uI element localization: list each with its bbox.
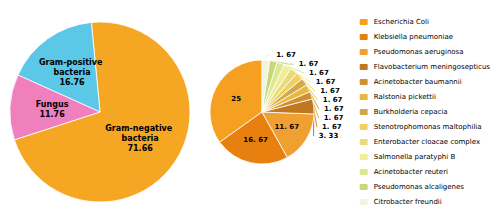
svg-text:Salmonella paratyphi B: Salmonella paratyphi B [374, 153, 456, 161]
svg-text:11. 67: 11. 67 [274, 123, 299, 131]
svg-text:1. 67: 1. 67 [299, 60, 319, 68]
svg-text:Pseudomonas aeruginosa: Pseudomonas aeruginosa [374, 48, 464, 56]
svg-text:Ralstonia pickettii: Ralstonia pickettii [374, 93, 436, 101]
svg-text:Klebsiella pneumoniae: Klebsiella pneumoniae [374, 33, 453, 41]
svg-text:1. 67: 1. 67 [324, 114, 344, 122]
svg-text:Pseudomonas alcaligenes: Pseudomonas alcaligenes [374, 183, 465, 191]
svg-text:Gram-positive: Gram-positive [39, 58, 105, 67]
svg-text:Citrobacter freundii: Citrobacter freundii [374, 198, 442, 206]
svg-text:bacteria: bacteria [122, 134, 159, 143]
svg-text:16. 67: 16. 67 [243, 136, 268, 144]
svg-text:1. 67: 1. 67 [324, 105, 344, 113]
svg-text:1. 67: 1. 67 [320, 87, 340, 95]
svg-text:16.76: 16.76 [59, 78, 85, 87]
svg-text:Burkholderia cepacia: Burkholderia cepacia [374, 108, 448, 116]
svg-text:Stenotrophomonas maltophilia: Stenotrophomonas maltophilia [374, 123, 482, 131]
svg-text:25: 25 [231, 95, 241, 103]
svg-text:1. 67: 1. 67 [276, 51, 296, 59]
svg-text:1. 67: 1. 67 [309, 69, 329, 77]
svg-text:Gram-negative: Gram-negative [105, 124, 175, 133]
svg-text:1. 67: 1. 67 [323, 96, 343, 104]
svg-text:Acinetobacter reuteri: Acinetobacter reuteri [374, 168, 448, 176]
svg-text:1. 67: 1. 67 [322, 123, 342, 131]
svg-text:Flavobacterium meningosepticus: Flavobacterium meningosepticus [374, 63, 491, 71]
svg-text:Enterobacter cloacae complex: Enterobacter cloacae complex [374, 138, 480, 146]
svg-text:71.66: 71.66 [127, 144, 153, 153]
svg-text:Fungus: Fungus [36, 100, 69, 109]
svg-text:3. 33: 3. 33 [319, 132, 339, 140]
svg-text:bacteria: bacteria [53, 68, 90, 77]
svg-text:Escherichia Coli: Escherichia Coli [374, 18, 429, 26]
svg-text:11.76: 11.76 [39, 110, 65, 119]
svg-text:1. 67: 1. 67 [316, 78, 336, 86]
svg-text:Acinetobacter baumannii: Acinetobacter baumannii [374, 78, 462, 86]
